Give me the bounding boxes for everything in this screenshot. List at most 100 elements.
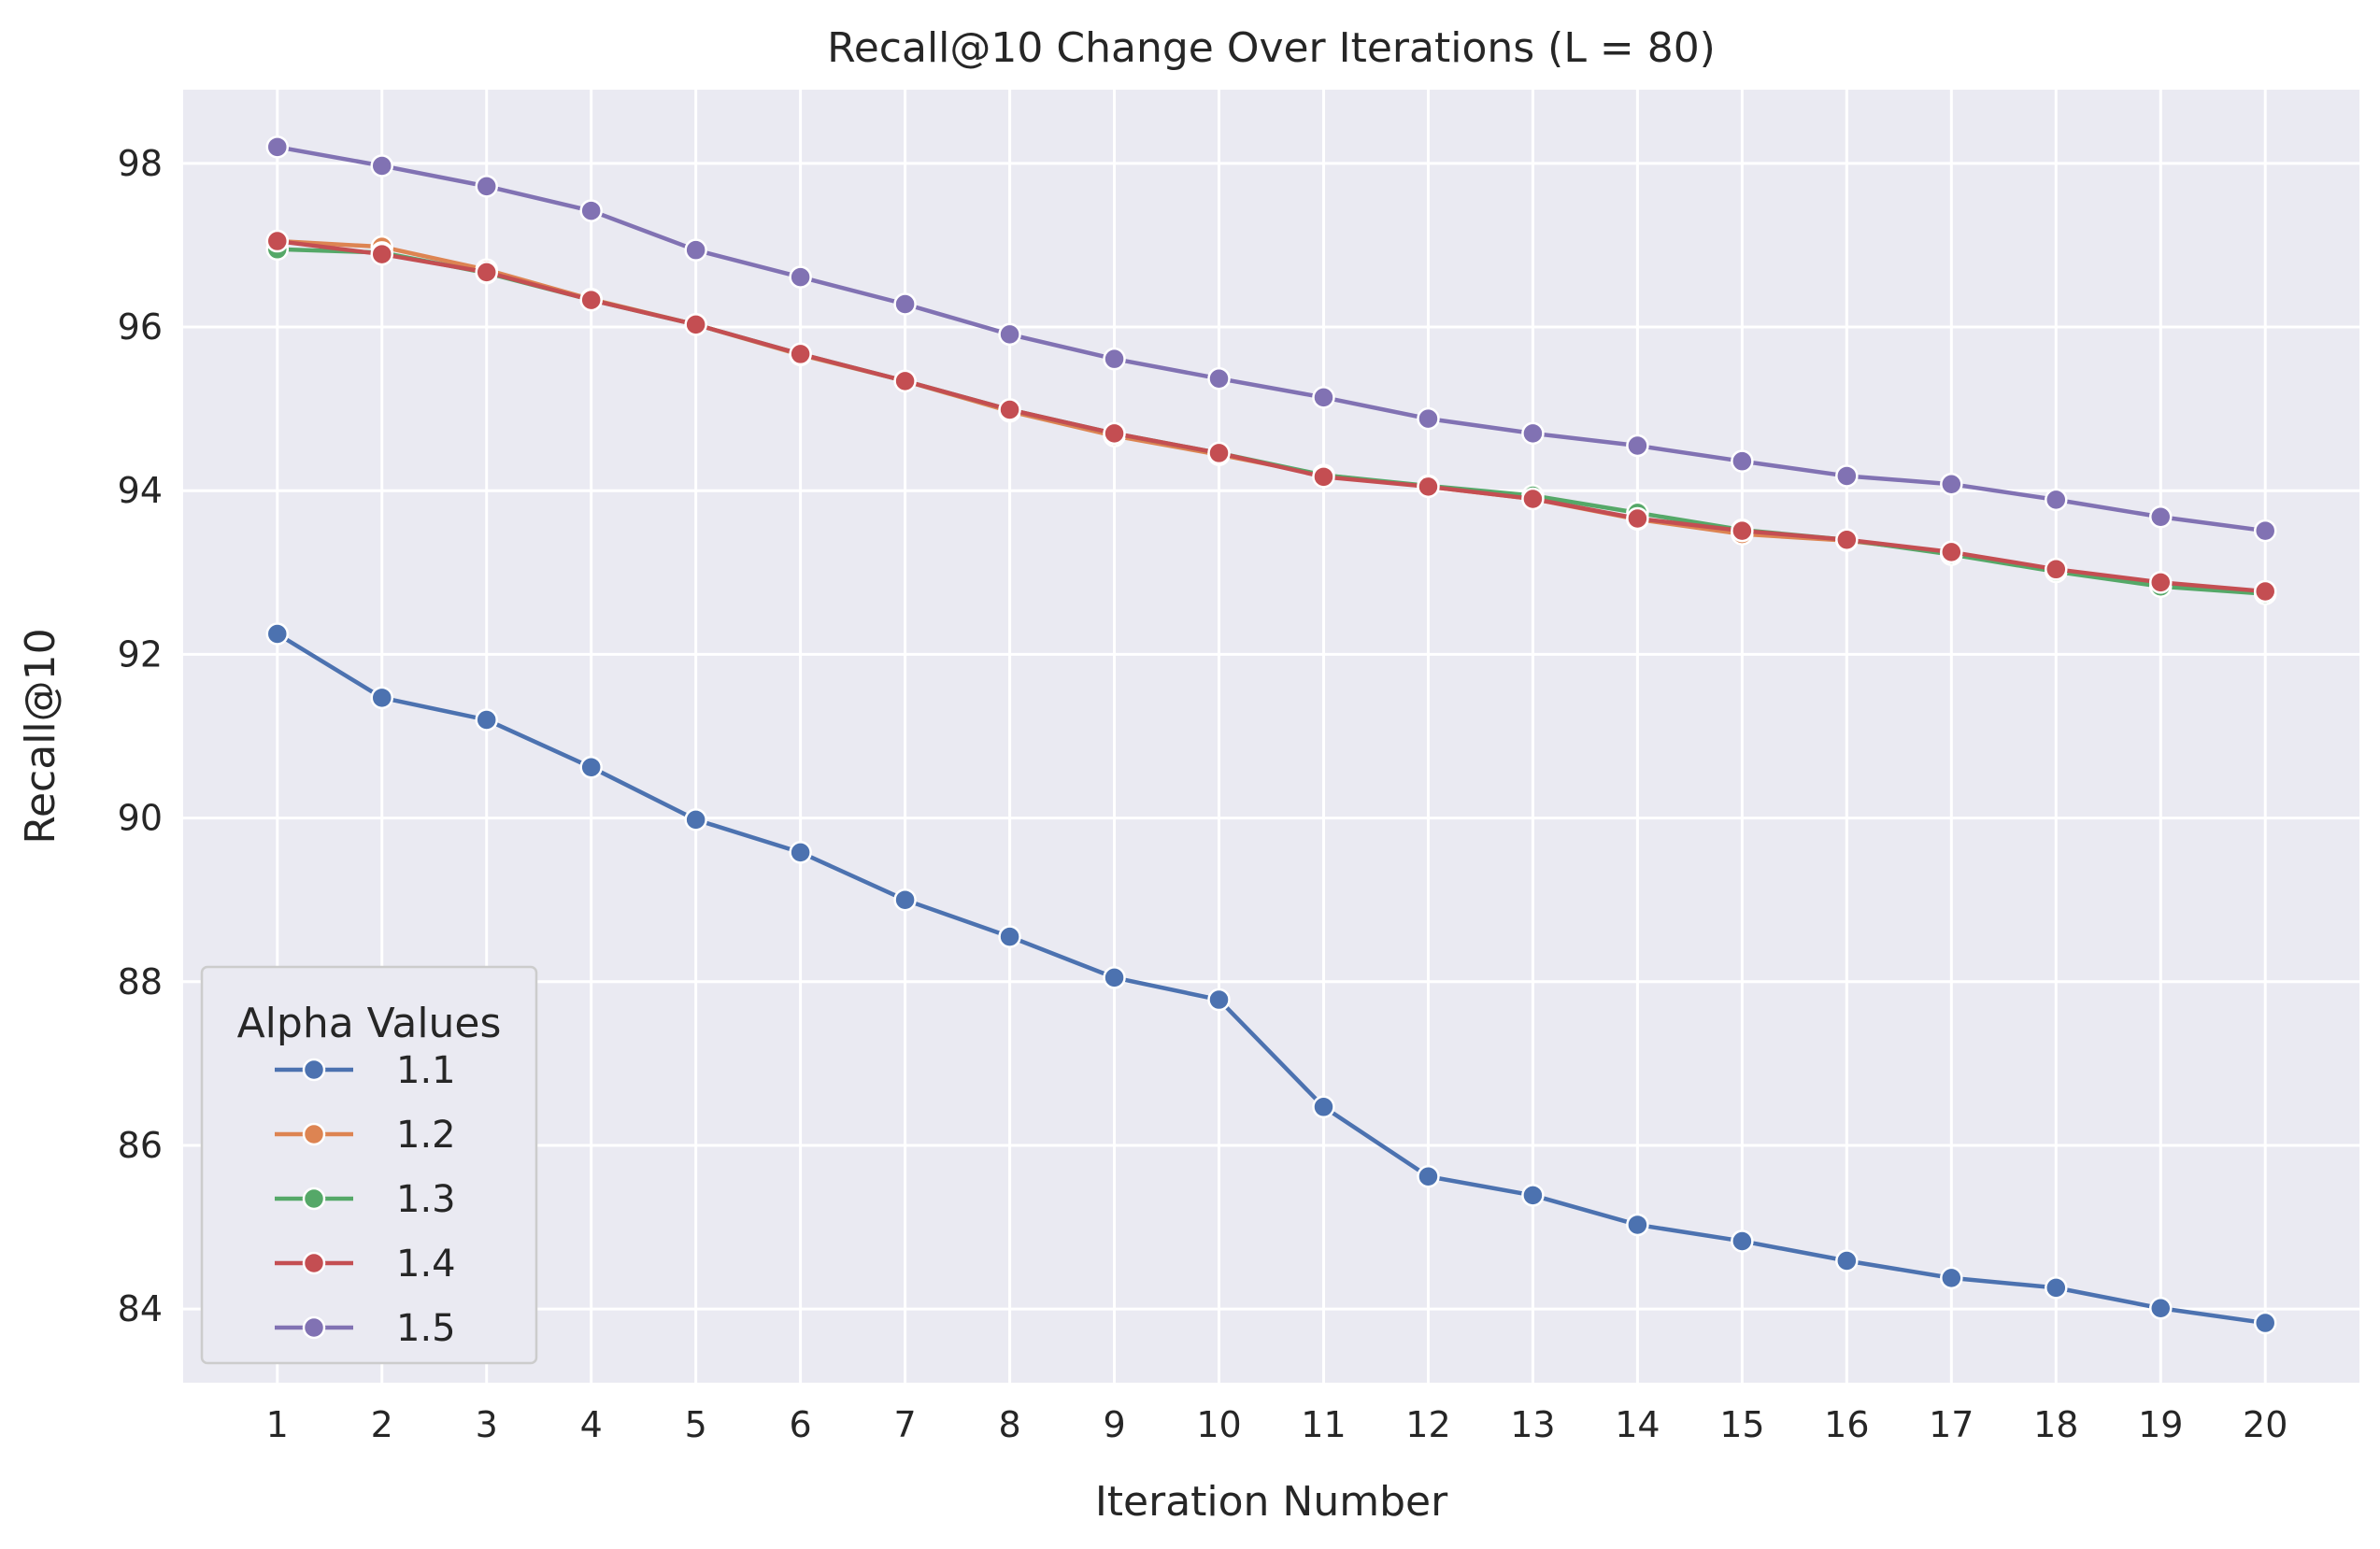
data-point — [2253, 519, 2277, 543]
data-point — [998, 322, 1021, 347]
series-1.5 — [265, 135, 2277, 543]
data-point — [1103, 421, 1126, 446]
legend-label: 1.3 — [396, 1178, 456, 1221]
y-axis-ticks: 84 86 88 90 92 94 96 98 — [118, 143, 163, 1329]
plot-area — [183, 90, 2359, 1383]
legend-marker — [302, 1251, 326, 1275]
data-point — [579, 199, 603, 222]
data-point — [1417, 1165, 1440, 1188]
data-point — [1521, 421, 1545, 446]
x-tick-label: 11 — [1301, 1404, 1346, 1445]
data-point — [789, 265, 812, 289]
series-layer — [265, 135, 2277, 1335]
x-tick-label: 6 — [790, 1404, 812, 1445]
data-point — [684, 808, 707, 831]
series-1.4 — [265, 229, 2277, 604]
data-point — [1731, 449, 1754, 473]
data-point — [1626, 506, 1649, 531]
data-point — [475, 708, 498, 732]
data-point — [684, 238, 707, 262]
data-point — [1940, 540, 1963, 564]
legend-label: 1.4 — [396, 1243, 456, 1286]
data-point — [265, 622, 290, 646]
legend-items: 1.1 1.2 1.3 1.4 1.5 — [275, 1049, 456, 1350]
y-tick-label: 94 — [118, 470, 163, 511]
x-tick-label: 17 — [1929, 1404, 1974, 1445]
data-point — [789, 841, 812, 864]
data-point — [1835, 528, 1859, 552]
data-point — [2149, 1297, 2173, 1320]
legend-marker — [302, 1187, 326, 1211]
y-axis-title: Recall@10 — [17, 628, 64, 844]
data-point — [2149, 504, 2173, 529]
y-tick-label: 96 — [118, 306, 163, 348]
data-point — [998, 925, 1021, 948]
series-line — [277, 145, 2266, 533]
data-point — [579, 756, 603, 779]
x-tick-label: 18 — [2033, 1404, 2078, 1445]
data-point — [370, 154, 393, 178]
data-point — [1731, 1229, 1754, 1253]
data-point — [789, 342, 812, 366]
x-tick-label: 15 — [1719, 1404, 1764, 1445]
x-tick-label: 10 — [1196, 1404, 1241, 1445]
x-tick-label: 13 — [1510, 1404, 1555, 1445]
data-point — [475, 261, 498, 284]
data-point — [1207, 366, 1231, 391]
data-point — [1207, 441, 1231, 465]
data-point — [1103, 347, 1126, 371]
legend-item-1.5: 1.5 — [275, 1307, 456, 1350]
x-tick-label: 5 — [685, 1404, 707, 1445]
data-point — [1521, 487, 1545, 511]
x-tick-label: 16 — [1824, 1404, 1869, 1445]
x-tick-label: 3 — [476, 1404, 498, 1445]
data-point — [1731, 519, 1754, 543]
legend-item-1.4: 1.4 — [275, 1243, 456, 1286]
data-point — [1312, 1095, 1335, 1119]
data-point — [1207, 988, 1231, 1012]
data-point — [2253, 579, 2277, 604]
chart-title: Recall@10 Change Over Iterations (L = 80… — [827, 24, 1716, 72]
data-point — [2045, 558, 2068, 581]
x-tick-label: 4 — [580, 1404, 603, 1445]
legend-item-1.3: 1.3 — [275, 1178, 456, 1221]
data-point — [1940, 472, 1963, 496]
x-tick-label: 9 — [1103, 1404, 1125, 1445]
data-point — [1417, 475, 1440, 499]
y-tick-label: 86 — [118, 1125, 163, 1166]
data-point — [265, 229, 290, 253]
data-point — [1417, 406, 1440, 431]
x-tick-label: 7 — [894, 1404, 917, 1445]
x-axis-title: Iteration Number — [1095, 1478, 1448, 1526]
x-tick-label: 14 — [1615, 1404, 1660, 1445]
data-point — [370, 242, 393, 266]
legend: Alpha Values 1.1 1.2 1.3 1.4 1.5 — [200, 965, 538, 1365]
legend-label: 1.1 — [396, 1049, 456, 1092]
data-point — [2045, 488, 2068, 512]
data-point — [1835, 464, 1859, 488]
legend-label: 1.2 — [396, 1114, 456, 1157]
legend-label: 1.5 — [396, 1307, 456, 1350]
x-tick-label: 2 — [371, 1404, 393, 1445]
data-point — [265, 135, 290, 159]
y-tick-label: 88 — [118, 961, 163, 1002]
series-line — [277, 238, 2266, 594]
data-point — [1940, 1266, 1963, 1290]
x-tick-label: 20 — [2243, 1404, 2287, 1445]
data-point — [2045, 1276, 2068, 1300]
data-point — [370, 686, 393, 710]
x-tick-label: 19 — [2138, 1404, 2183, 1445]
data-point — [475, 175, 498, 198]
x-tick-label: 8 — [998, 1404, 1020, 1445]
x-axis-ticks: 1 2 3 4 5 6 7 8 9 10 11 12 13 14 15 16 17 18 19 20 — [266, 1404, 2288, 1445]
data-point — [2149, 571, 2173, 594]
y-tick-label: 90 — [118, 798, 163, 839]
legend-item-1.1: 1.1 — [275, 1049, 456, 1092]
x-tick-label: 1 — [266, 1404, 289, 1445]
data-point — [1626, 433, 1649, 458]
legend-title: Alpha Values — [237, 1000, 502, 1047]
data-point — [684, 313, 707, 336]
data-point — [579, 288, 603, 312]
data-point — [893, 292, 917, 316]
